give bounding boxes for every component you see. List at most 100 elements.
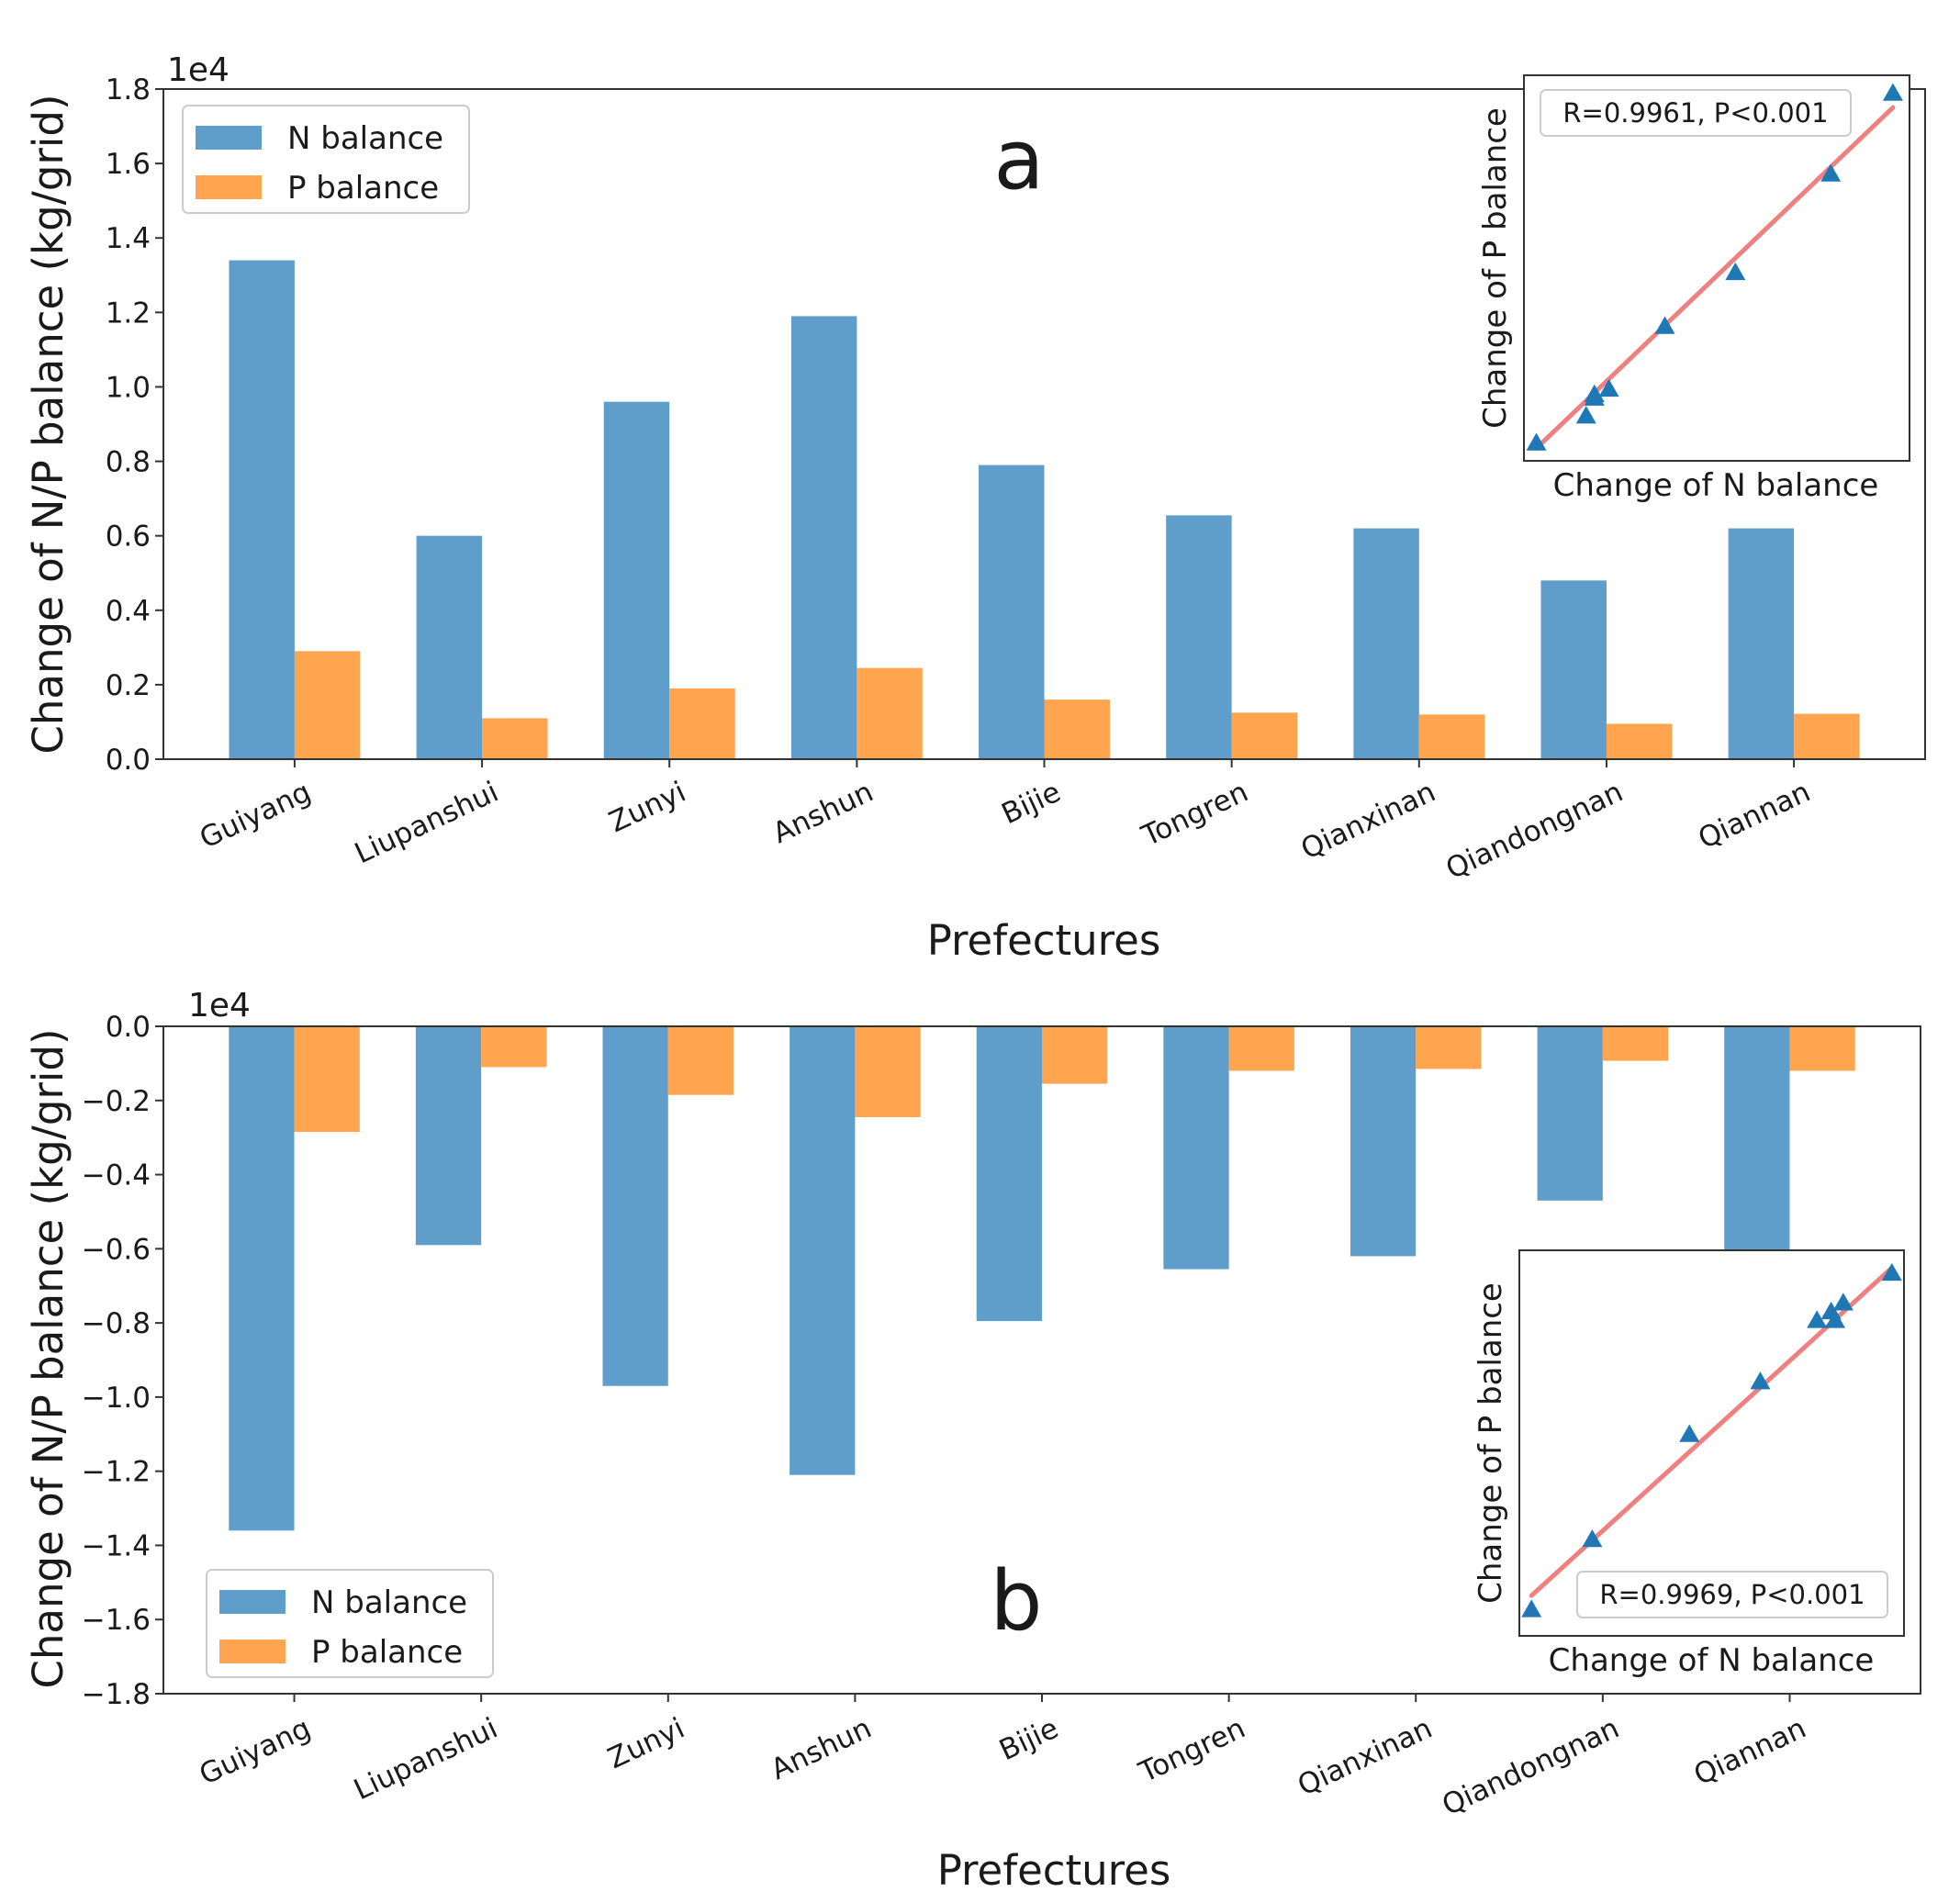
y-tick-label: 1.8 [106,73,151,106]
chart-panel-a: 0.0 0.2 0.4 0.6 0.8 1.0 1.2 1.4 1.6 1.8 Guiyang Liu… [24,51,1926,965]
legend-label-n: N balance [311,1584,467,1621]
x-tick-label-liupanshui: Liupanshui [349,1712,502,1808]
y-tick-label: −1.2 [82,1456,151,1489]
bar-n-zunyi [602,1026,668,1386]
annotation-text: R=0.9961, P<0.001 [1562,97,1828,129]
bar-n-qiannan [1728,528,1795,759]
x-tick-label-tongren: Tongren [1137,776,1253,854]
x-tick-label-qiandongnan: Qiandongnan [1441,776,1629,886]
bar-p-zunyi [667,1026,734,1095]
scatter-point [1598,378,1619,397]
y-axis-label: Change of N/P balance (kg/grid) [24,1028,73,1688]
inset-x-label: Change of N balance [1549,1642,1875,1679]
legend-swatch-n [219,1590,286,1614]
scatter-point [1679,1424,1700,1442]
scatter-point [1882,83,1903,101]
annotation-text: R=0.9969, P<0.001 [1599,1579,1865,1610]
bar-p-bijie [1042,1026,1108,1084]
chart-panel-b: 0.0 −0.2 −0.4 −0.6 −0.8 −1.0 −1.2 −1.4 −1.6 −1.8 G… [24,987,1921,1895]
bar-p-qiandongnan [1606,723,1673,759]
legend-label-p: P balance [287,170,439,207]
bar-p-zunyi [669,688,735,759]
inset-scatter: R=0.9969, P<0.001 Change of N balance Chan… [1473,1249,1905,1679]
x-tick-label-bijie: Bijie [997,776,1066,832]
inset-x-label: Change of N balance [1553,467,1879,504]
inset-y-label: Change of P balance [1477,107,1514,429]
x-tick-label-qianxinan: Qianxinan [1293,1712,1437,1803]
bar-p-guiyang [294,651,361,759]
scatter-point [1807,1310,1828,1328]
x-tick-label-anshun: Anshun [767,776,878,851]
y-tick-label: −1.6 [82,1604,151,1637]
bar-n-qianxinan [1353,528,1419,759]
bar-p-qiandongnan [1602,1026,1669,1061]
scatter-point [1526,432,1547,451]
panel-label: a [993,112,1044,208]
bar-p-liupanshui [482,718,548,759]
y-tick-label: 1.4 [106,222,151,255]
bar-p-liupanshui [481,1026,547,1068]
bar-n-bijie [979,465,1045,759]
x-axis-label: Prefectures [927,916,1161,965]
y-tick-label: 1.0 [106,371,151,404]
scatter-point [1725,262,1746,281]
scatter-point [1825,1310,1846,1328]
y-axis-label: Change of N/P balance (kg/grid) [24,94,73,754]
scatter-point [1750,1371,1771,1390]
scatter-point [1832,1293,1854,1311]
bar-p-qianxinan [1416,1026,1482,1069]
bar-p-qianxinan [1418,714,1485,759]
y-tick-label: −0.6 [82,1233,151,1266]
bar-n-anshun [790,316,857,759]
bar-n-tongren [1166,515,1232,759]
bar-n-bijie [976,1026,1042,1322]
bar-p-qiannan [1789,1026,1855,1071]
bar-n-qianxinan [1350,1026,1417,1257]
inset-y-label: Change of P balance [1473,1282,1509,1604]
y-tick-label: 0.8 [106,446,151,479]
y-tick-label: 0.6 [106,521,151,554]
bar-n-qiannan [1724,1026,1790,1253]
y-tick-label: −0.8 [82,1307,151,1340]
scatter-point [1582,1529,1603,1548]
x-tick-label-qianxinan: Qianxinan [1296,776,1440,867]
bar-n-liupanshui [416,535,483,759]
scatter-point [1584,384,1605,402]
legend-label-n: N balance [287,120,443,157]
axis-multiplier: 1e4 [167,51,230,89]
x-axis-label: Prefectures [937,1846,1171,1895]
legend: N balance P balance [182,105,470,214]
scatter-point [1654,316,1675,334]
y-tick-label: −0.4 [82,1159,151,1192]
bar-n-guiyang [229,260,295,759]
y-tick-label: 0.0 [106,1011,151,1044]
y-tick-label: 0.0 [106,744,151,777]
bar-n-liupanshui [415,1026,482,1246]
axis-multiplier: 1e4 [188,987,251,1024]
bar-n-anshun [790,1026,856,1475]
y-tick-label: −1.8 [82,1678,151,1711]
legend: N balance P balance [206,1569,494,1678]
x-tick-label-tongren: Tongren [1134,1712,1250,1790]
y-tick-label: 0.4 [106,595,151,628]
bar-n-guiyang [229,1026,295,1531]
y-tick-label: 1.6 [106,148,151,181]
bar-p-guiyang [294,1026,360,1133]
scatter-point [1820,163,1842,182]
bar-p-bijie [1044,700,1110,759]
bar-p-qiannan [1794,713,1860,759]
bar-n-zunyi [603,401,670,759]
x-tick-label-liupanshui: Liupanshui [350,776,503,871]
annotation-box [1540,89,1852,137]
x-tick-label-zunyi: Zunyi [603,1712,690,1776]
bar-p-tongren [1228,1026,1294,1071]
panel-label: b [990,1553,1042,1650]
x-tick-label-guiyang: Guiyang [195,776,316,856]
scatter-point [1521,1599,1542,1618]
x-tick-label-zunyi: Zunyi [604,776,691,840]
x-tick-label-guiyang: Guiyang [195,1712,316,1792]
y-tick-label: 1.2 [106,297,151,330]
bar-n-qiandongnan [1540,580,1607,759]
x-tick-label-anshun: Anshun [766,1712,876,1787]
